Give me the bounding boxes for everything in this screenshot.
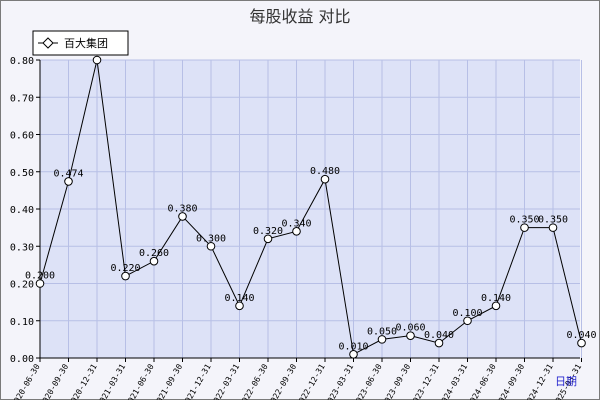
data-label: 0.050 xyxy=(367,326,397,337)
x-tick-label: 2022-09-30 xyxy=(266,362,298,400)
x-axis-label: 日期 xyxy=(555,375,577,388)
x-tick-label: 2020-12-31 xyxy=(67,362,99,400)
y-tick-label: 0.00 xyxy=(10,354,34,365)
data-label: 0.380 xyxy=(167,203,197,214)
y-tick-label: 0.20 xyxy=(10,280,34,291)
x-tick-label: 2022-06-30 xyxy=(238,362,270,400)
data-point xyxy=(548,223,558,232)
data-label: 0.040 xyxy=(566,330,596,341)
data-label: 0.350 xyxy=(509,215,539,226)
data-label: 0.010 xyxy=(338,341,368,352)
x-tick-label: 2023-12-31 xyxy=(409,362,441,400)
series-line xyxy=(39,59,582,356)
data-point xyxy=(577,338,586,348)
x-tick-label: 2021-03-31 xyxy=(95,362,127,400)
x-tick-label: 2021-09-30 xyxy=(152,362,184,400)
y-axis-ticks: 0.00 0.10 0.20 0.30 0.40 0.50 0.60 0.70 0.80 xyxy=(10,56,40,365)
data-label: 0.140 xyxy=(224,293,254,304)
chart-title: 每股收益 对比 xyxy=(249,7,350,26)
legend-diamond-icon xyxy=(42,37,54,49)
data-label: 0.040 xyxy=(424,330,454,341)
x-tick-label: 2021-06-30 xyxy=(124,362,156,400)
data-point xyxy=(491,301,501,311)
x-tick-label: 2022-03-31 xyxy=(209,362,241,400)
data-point xyxy=(64,177,73,186)
data-point xyxy=(206,241,216,251)
data-label: 0.100 xyxy=(452,308,482,319)
data-label: 0.140 xyxy=(481,293,511,304)
data-point xyxy=(349,349,358,359)
data-label: 0.340 xyxy=(281,218,311,229)
y-tick-label: 0.40 xyxy=(10,205,34,216)
data-point xyxy=(235,301,244,311)
x-tick-label: 2024-03-31 xyxy=(437,362,469,400)
x-axis-ticks: 2020-06-302020-09-302020-12-312021-03-31… xyxy=(10,358,583,400)
data-point xyxy=(406,331,415,340)
data-label: 0.474 xyxy=(53,168,83,179)
data-point xyxy=(263,234,273,244)
data-label: 0.350 xyxy=(538,215,568,226)
data-label: 0.200 xyxy=(25,271,55,282)
y-tick-label: 0.30 xyxy=(10,242,34,253)
data-label: 0.300 xyxy=(196,233,226,244)
data-label: 0.480 xyxy=(310,166,340,177)
x-tick-label: 2024-06-30 xyxy=(466,362,498,400)
legend-series-name: 百大集团 xyxy=(64,36,108,50)
legend: 百大集团 xyxy=(32,30,129,56)
x-tick-label: 2020-06-30 xyxy=(10,362,42,400)
y-tick-label: 0.50 xyxy=(10,168,34,179)
x-tick-label: 2023-06-30 xyxy=(352,362,384,400)
y-tick-label: 0.80 xyxy=(10,56,34,67)
data-point xyxy=(35,279,45,288)
data-point xyxy=(463,316,472,326)
data-point xyxy=(434,338,444,348)
y-tick-label: 0.60 xyxy=(10,131,34,142)
data-point xyxy=(292,227,301,236)
data-point xyxy=(377,335,387,344)
series-layer xyxy=(35,55,586,359)
x-tick-label: 2022-12-31 xyxy=(295,362,327,400)
y-tick-label: 0.70 xyxy=(10,93,34,104)
data-label: 0.260 xyxy=(139,248,169,259)
data-label: 0.320 xyxy=(253,226,283,237)
data-point xyxy=(178,212,187,221)
data-point xyxy=(520,223,529,232)
x-tick-label: 2020-09-30 xyxy=(38,362,70,400)
data-point xyxy=(92,55,102,65)
data-label: 0.220 xyxy=(110,263,140,274)
data-point xyxy=(121,271,130,281)
data-labels: 0.200 0.474 0.220 0.260 0.380 0.300 0.140 0.320… xyxy=(25,166,597,352)
data-point xyxy=(320,174,330,184)
x-tick-label: 2023-09-30 xyxy=(380,362,412,400)
data-label: 0.060 xyxy=(395,323,425,334)
x-tick-label: 2021-12-31 xyxy=(181,362,213,400)
y-tick-label: 0.10 xyxy=(10,317,34,328)
gridlines xyxy=(40,59,582,358)
x-tick-label: 2023-03-31 xyxy=(323,362,355,400)
x-tick-label: 2024-12-31 xyxy=(523,362,555,400)
data-point xyxy=(149,256,159,266)
x-tick-label: 2024-09-30 xyxy=(494,362,526,400)
